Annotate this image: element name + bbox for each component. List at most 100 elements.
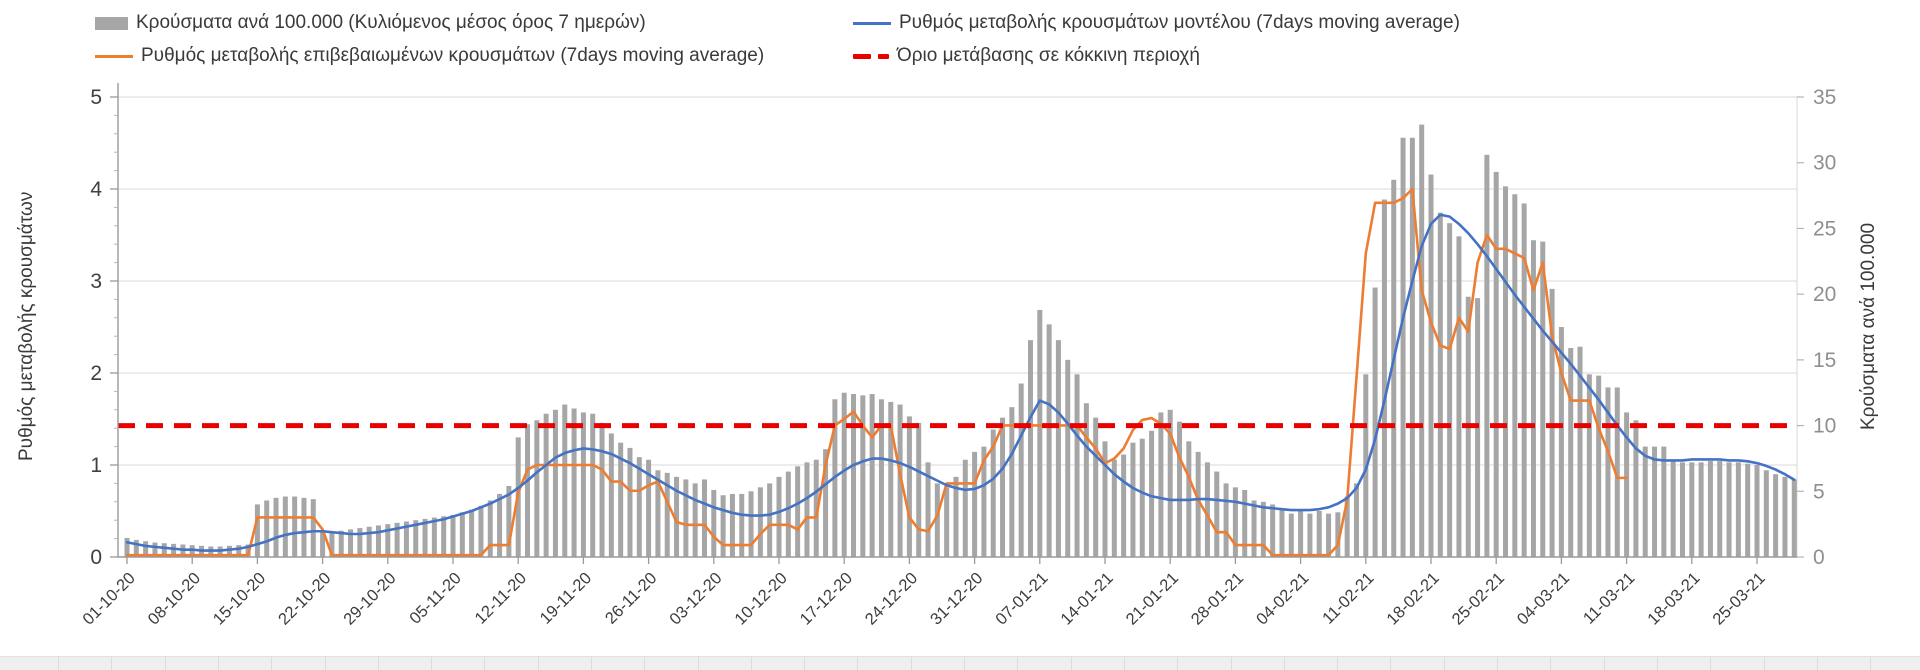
svg-text:35: 35 [1813,86,1836,109]
case-bar [375,525,381,557]
case-bar [1083,403,1089,557]
x-tick-label: 29-10-20 [340,569,399,628]
case-bar [785,471,791,557]
case-bar [143,541,149,557]
case-bar [683,479,689,557]
svg-text:15: 15 [1813,349,1836,372]
case-bar [1782,476,1788,557]
case-bar [1456,236,1462,558]
orange-line-swatch-icon [95,54,133,58]
case-bar [1428,174,1434,558]
x-tick-label: 03-12-20 [666,569,725,628]
case-bar [627,447,633,557]
legend-item-confirmed-rate-line: Ρυθμός μεταβολής επιβεβαιωμένων κρουσμάτ… [95,45,764,67]
case-bar [748,491,754,557]
case-bar [1307,513,1313,557]
case-bar [1223,483,1229,557]
case-bar [1065,359,1071,557]
case-bar [1046,324,1052,557]
case-bar [310,499,316,557]
case-bar [552,409,558,557]
case-bar [1000,417,1006,557]
case-bar [655,470,661,557]
case-bar [711,489,717,557]
x-tick-label: 14-01-21 [1057,569,1116,628]
case-bar [757,487,763,557]
svg-text:0: 0 [90,546,102,569]
case-bar [897,404,903,557]
case-bar [962,459,968,557]
confirmed-rate-line [125,187,1628,557]
case-bar [282,496,288,557]
case-bar [1670,461,1676,557]
right-axis-tick-labels: 0 5 10 15 20 25 30 35 [1813,86,1836,569]
case-bar [636,457,642,557]
x-tick-label: 01-10-20 [79,569,138,628]
case-bar [1773,474,1779,557]
case-bar [1316,511,1322,557]
case-bar [990,429,996,557]
case-bar [459,512,465,557]
case-bar [1391,179,1397,558]
x-tick-label: 24-12-20 [862,569,921,628]
legend-label: Κρούσματα ανά 100.000 (Κυλιόμενος μέσος … [136,12,646,33]
model-rate-line [125,213,1796,552]
case-bar [124,537,130,557]
x-tick-label: 25-02-21 [1449,569,1508,628]
case-bar [1726,462,1732,557]
case-bar [422,518,428,557]
x-tick-label: 11-03-21 [1580,569,1639,628]
case-bar [674,476,680,557]
case-bar [1698,462,1704,557]
red-dash-swatch-icon [853,53,889,59]
case-bar [1195,451,1201,557]
case-bar [1242,489,1248,557]
case-bar [1791,479,1797,557]
left-axis-tick-labels: 0 1 2 3 4 5 [90,86,102,569]
case-bar [1624,412,1630,557]
bar-swatch-icon [95,16,128,30]
case-bar [189,545,195,557]
x-tick-label: 22-10-20 [275,569,334,628]
case-bar [1260,501,1266,557]
case-bar [562,404,568,557]
case-bar [795,466,801,557]
case-bar [254,504,260,557]
legend-label: Ρυθμός μεταβολής επιβεβαιωμένων κρουσμάτ… [141,45,765,66]
case-bar [1735,462,1741,557]
case-bar [487,500,493,557]
bottom-strip [0,656,1920,670]
case-bar [1177,421,1183,557]
case-bar [1577,346,1583,557]
case-bar [729,493,735,557]
case-bar [1270,504,1276,557]
case-bar [394,522,400,557]
case-bar [804,462,810,557]
case-bar [478,505,484,557]
case-bar [1344,496,1350,557]
case-bar [1018,383,1024,557]
case-bar [1093,417,1099,557]
right-axis-title: Κρούσματα ανά 100.000 [1858,222,1879,430]
case-bar [590,413,596,557]
case-bar [1130,442,1136,557]
case-bar [525,424,531,557]
case-bar [133,539,139,557]
case-bar [1503,186,1509,557]
case-bar [236,545,242,557]
x-tick-label: 18-03-21 [1644,569,1703,628]
blue-line-swatch-icon [853,21,891,25]
case-bar [450,514,456,557]
left-axis-ticks [110,96,118,558]
legend-label: Ρυθμός μεταβολής κρουσμάτων μοντέλου (7d… [899,12,1460,33]
x-tick-label: 15-10-20 [210,569,269,628]
case-bar [1121,454,1127,557]
case-bar [1037,309,1043,557]
case-bar [1158,412,1164,557]
case-bar [1614,387,1620,557]
case-bar [1353,483,1359,557]
x-axis-tick-labels: 01-10-20 08-10-20 15-10-20 22-10-20 29-10-20… [79,569,1768,628]
case-bar [869,394,875,557]
case-bar [906,416,912,557]
case-bar [701,479,707,557]
